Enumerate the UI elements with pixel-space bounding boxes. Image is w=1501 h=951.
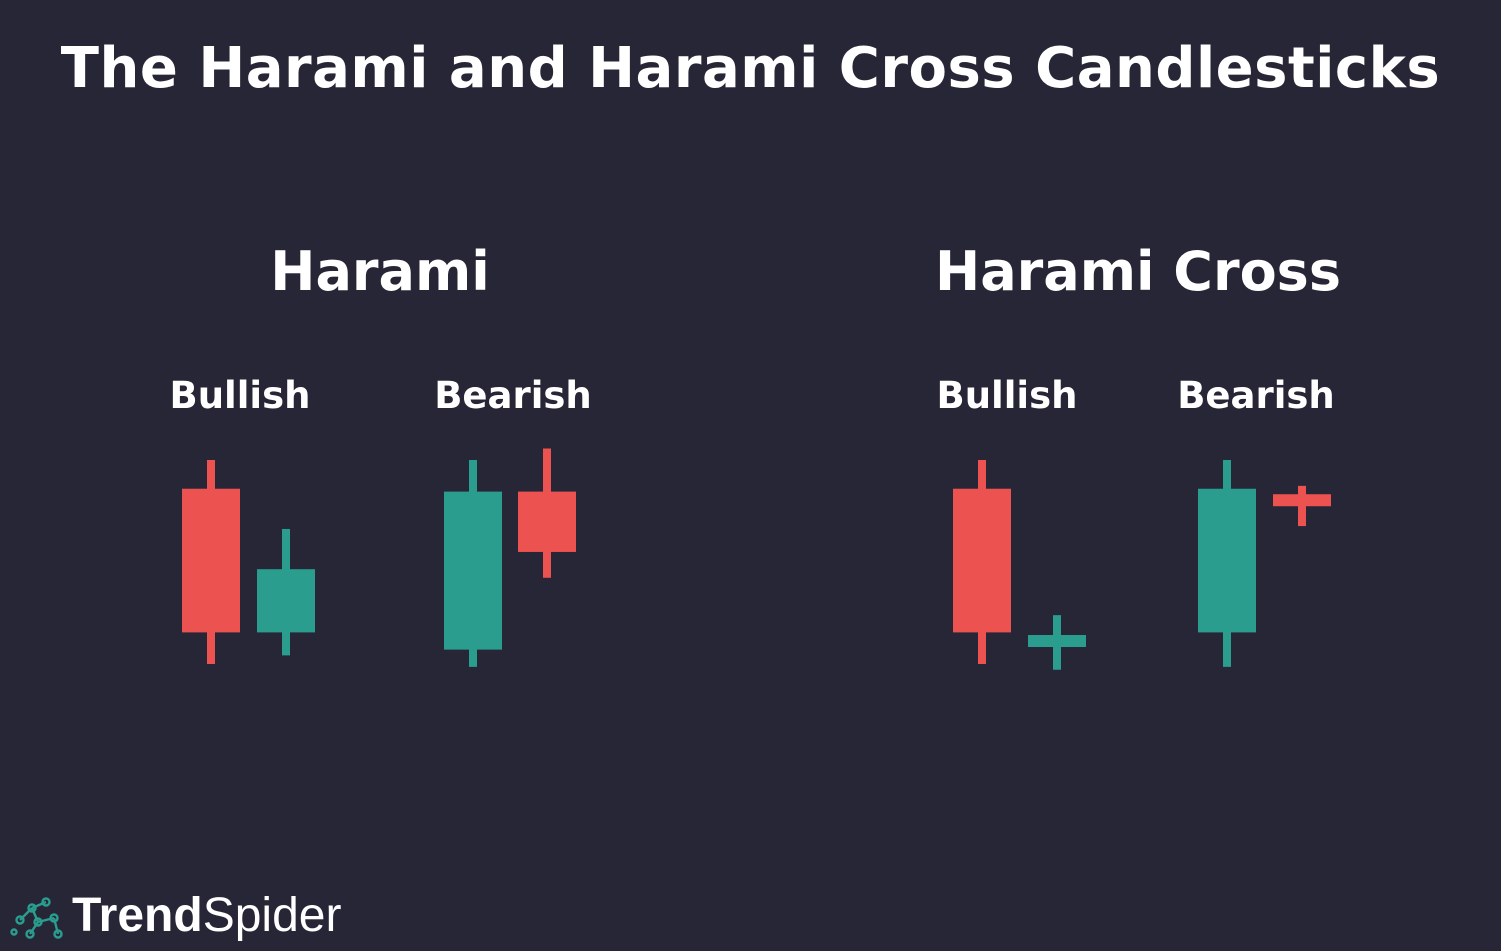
- doji-body: [1028, 635, 1086, 648]
- section-title-harami: Harami: [270, 240, 490, 303]
- doji-body: [1273, 494, 1331, 507]
- section-title-harami-cross: Harami Cross: [935, 240, 1341, 303]
- candle-bearish-1-1-1: [1273, 485, 1331, 527]
- candle-bearish-1-0-0: [953, 460, 1011, 664]
- candle-bullish-1-0-1: [1028, 615, 1086, 670]
- candle-bullish-1-1-0: [1198, 460, 1256, 667]
- candle-body: [257, 569, 315, 633]
- spider-network-icon: [10, 897, 63, 939]
- trendspider-wordmark: TrendSpider: [72, 888, 341, 943]
- logo-word-spider: Spider: [202, 889, 342, 942]
- candle-bullish-0-0-1: [257, 528, 315, 656]
- candle-body: [444, 491, 502, 650]
- candle-body: [953, 488, 1011, 633]
- candle-body: [518, 491, 576, 552]
- harami-cross-bullish-label: Bullish: [936, 374, 1078, 417]
- candle-bearish-0-0-0: [182, 460, 240, 664]
- page-title: The Harami and Harami Cross Candlesticks: [60, 36, 1441, 101]
- logo-word-trend: Trend: [72, 889, 203, 942]
- candle-bullish-0-1-0: [444, 460, 502, 667]
- harami-bearish-label: Bearish: [434, 374, 592, 417]
- harami-cross-bearish-label: Bearish: [1177, 374, 1335, 417]
- harami-bullish-label: Bullish: [169, 374, 311, 417]
- candle-bearish-0-1-1: [518, 448, 576, 578]
- trendspider-logo: TrendSpider: [10, 888, 410, 946]
- candle-body: [1198, 488, 1256, 633]
- candle-body: [182, 488, 240, 633]
